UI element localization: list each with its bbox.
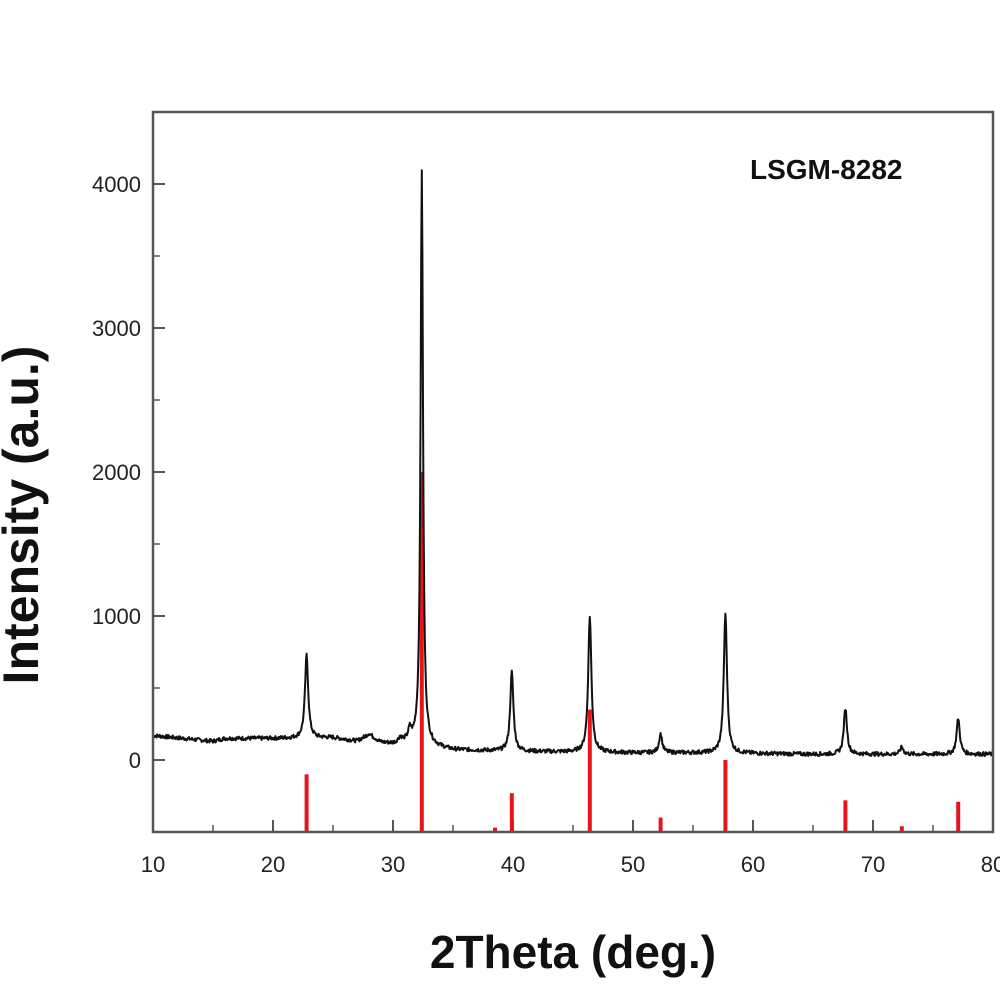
y-tick-label: 1000 (92, 604, 141, 629)
y-tick-labels: 0 1000 2000 3000 4000 (92, 172, 141, 773)
x-tick-label: 30 (381, 852, 405, 877)
measured-pattern (152, 169, 994, 757)
measured-series-line (152, 169, 994, 757)
x-tick-label: 80 (981, 852, 1000, 877)
x-tick-label: 20 (261, 852, 285, 877)
x-tick-label: 50 (621, 852, 645, 877)
axis-ticks (152, 111, 994, 833)
y-tick-label: 2000 (92, 460, 141, 485)
reference-pattern (304, 472, 961, 832)
x-tick-label: 70 (861, 852, 885, 877)
legend-entry-label: LSGM-8282 (750, 154, 903, 185)
x-tick-label: 10 (141, 852, 165, 877)
x-tick-label: 40 (501, 852, 525, 877)
x-axis-title: 2Theta (deg.) (430, 926, 716, 978)
y-axis-title: Intensity (a.u.) (0, 346, 49, 685)
y-tick-label: 4000 (92, 172, 141, 197)
x-tick-labels: 10 20 30 40 50 60 70 80 (141, 852, 1000, 877)
y-tick-label: 0 (129, 748, 141, 773)
x-tick-label: 60 (741, 852, 765, 877)
plot-frame (151, 110, 995, 834)
y-tick-label: 3000 (92, 316, 141, 341)
